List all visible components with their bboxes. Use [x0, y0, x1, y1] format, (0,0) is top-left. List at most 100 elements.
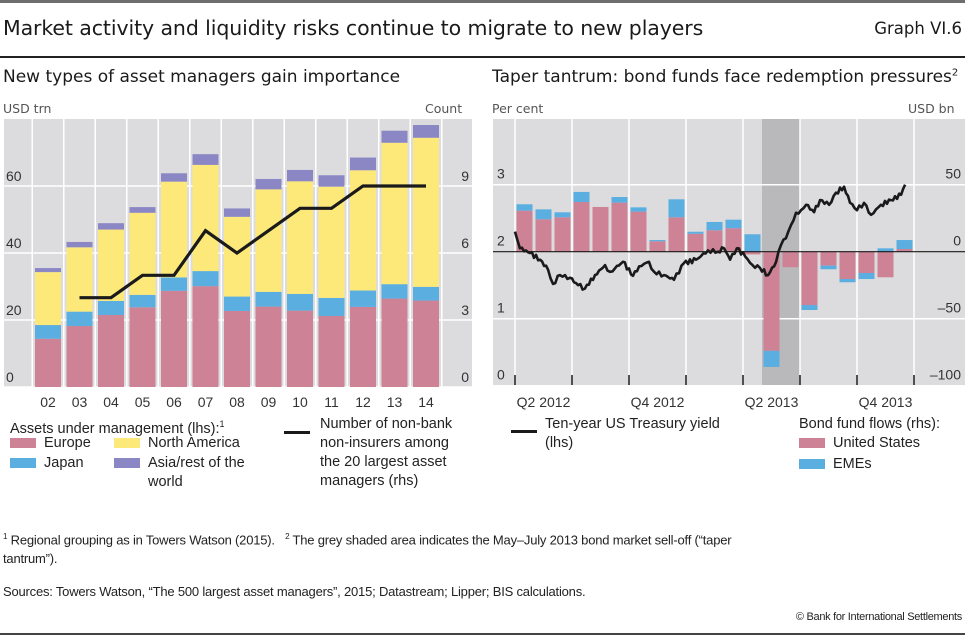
x-tick-label: 10 — [292, 394, 308, 410]
bar-united-states-2012-10 — [630, 211, 647, 252]
bar-asia-rest-of-the-world-03 — [66, 241, 93, 248]
x-tick-label: Q4 2012 — [631, 394, 685, 410]
x-tick-label: 09 — [261, 394, 277, 410]
legend-item-emes: EMEs — [799, 456, 872, 473]
bar-united-states-2013-07 — [801, 251, 818, 306]
left-y-tick-label: 0 — [497, 367, 505, 383]
bar-japan-13 — [381, 284, 408, 299]
left-y-tick-label: 60 — [6, 168, 22, 184]
bar-japan-11 — [318, 297, 345, 316]
right-y-tick-label: 6 — [461, 235, 469, 251]
bar-europe-11 — [318, 315, 345, 387]
bar-europe-02 — [35, 338, 61, 387]
bar-japan-03 — [66, 311, 93, 327]
legend-title: Bond fund flows (rhs): — [799, 416, 941, 432]
footnote-ref-1: 1 — [219, 419, 225, 429]
bar-emes-2012-09 — [611, 197, 628, 203]
bar-north-america-10 — [287, 181, 313, 294]
legend-label: the 20 largest asset — [320, 454, 447, 470]
legend-item-europe: Europe — [10, 435, 91, 452]
bar-europe-07 — [192, 286, 219, 387]
graph-id: Graph VI.6 — [874, 19, 962, 38]
bar-asia-rest-of-the-world-08 — [224, 208, 250, 217]
bar-asia-rest-of-the-world-05 — [129, 207, 156, 213]
left-y-tick-label: 0 — [6, 369, 14, 385]
legend-label: Europe — [44, 435, 91, 451]
bar-united-states-2013-04 — [744, 251, 761, 255]
bar-emes-2013-10 — [858, 273, 875, 280]
bar-asia-rest-of-the-world-07 — [192, 154, 219, 165]
bar-emes-2013-01 — [687, 231, 704, 234]
bar-asia-rest-of-the-world-11 — [318, 175, 345, 187]
bar-united-states-2012-11 — [649, 241, 666, 252]
legend-title: Assets under management (lhs):1 — [10, 416, 225, 438]
bar-asia-rest-of-the-world-04 — [98, 223, 124, 230]
legend-label: (lhs) — [545, 435, 574, 451]
bar-europe-08 — [224, 310, 250, 387]
asia-swatch — [114, 458, 140, 469]
legend-item-asia: Asia/rest of the — [114, 455, 245, 472]
bar-north-america-07 — [192, 164, 219, 272]
x-tick-label: 12 — [355, 394, 371, 410]
bottom-rule — [0, 633, 965, 635]
bar-asia-rest-of-the-world-10 — [287, 169, 313, 182]
footnote-1: Regional grouping as in Towers Watson (2… — [10, 532, 275, 548]
legend-item-japan: Japan — [10, 455, 84, 472]
bar-north-america-04 — [98, 229, 124, 301]
left-axis-unit: USD trn — [3, 101, 52, 116]
x-tick-label: 14 — [418, 394, 434, 410]
bar-asia-rest-of-the-world-14 — [413, 125, 439, 138]
bar-united-states-2012-12 — [668, 217, 685, 252]
bar-united-states-2013-12 — [896, 249, 913, 252]
united-states-swatch — [799, 438, 825, 449]
x-tick-label: 06 — [166, 394, 182, 410]
bar-united-states-2013-10 — [858, 251, 875, 274]
left-y-tick-label: 1 — [497, 300, 505, 316]
legend-label: United States — [833, 435, 921, 451]
x-tick-label: 02 — [40, 394, 56, 410]
bar-europe-13 — [381, 298, 408, 387]
bar-north-america-08 — [224, 216, 250, 297]
legend-label: Asia/rest of the — [148, 455, 245, 471]
bar-united-states-2013-01 — [687, 233, 704, 252]
bar-emes-2012-10 — [630, 207, 647, 212]
graph-title: Market activity and liquidity risks cont… — [3, 16, 704, 40]
top-rule — [0, 0, 965, 3]
left-panel-title: New types of asset managers gain importa… — [3, 67, 401, 87]
bar-united-states-2012-09 — [611, 202, 628, 252]
bar-emes-2012-12 — [668, 199, 685, 218]
bar-north-america-03 — [66, 247, 93, 312]
x-tick-label: 13 — [387, 394, 403, 410]
right-y-tick-label: 9 — [461, 168, 469, 184]
bar-asia-rest-of-the-world-13 — [381, 130, 408, 143]
emes-swatch — [799, 459, 825, 470]
bar-emes-2012-06 — [554, 212, 571, 218]
bar-japan-09 — [255, 291, 282, 307]
bar-united-states-2013-03 — [725, 228, 742, 252]
bar-europe-06 — [161, 290, 187, 387]
count-line — [79, 184, 426, 300]
x-tick-label: 03 — [72, 394, 88, 410]
bar-europe-12 — [350, 306, 376, 387]
bar-japan-14 — [413, 286, 439, 301]
legend-label: managers (rhs) — [320, 473, 419, 489]
left-y-tick-label: 2 — [497, 233, 505, 249]
bar-asia-rest-of-the-world-02 — [35, 268, 61, 273]
bar-europe-09 — [255, 306, 282, 387]
legend-item-yield-line — [511, 423, 537, 440]
bar-emes-2012-04 — [516, 204, 533, 211]
x-tick-label: Q2 2012 — [517, 394, 571, 410]
right-panel-title-text: Taper tantrum: bond funds face redemptio… — [492, 67, 952, 87]
legend-label: Japan — [44, 455, 84, 471]
bar-north-america-02 — [35, 272, 61, 326]
bar-japan-07 — [192, 271, 219, 287]
legend-label: EMEs — [833, 456, 872, 472]
bar-north-america-11 — [318, 186, 345, 298]
footnote-marker: 1 — [3, 532, 8, 541]
footnote-ref-2: 2 — [951, 67, 959, 79]
bar-asia-rest-of-the-world-09 — [255, 178, 282, 190]
footnote-2: The grey shaded area indicates the May–J… — [292, 532, 732, 548]
bar-emes-2012-11 — [649, 240, 666, 242]
right-panel-left-unit: Per cent — [492, 101, 544, 116]
